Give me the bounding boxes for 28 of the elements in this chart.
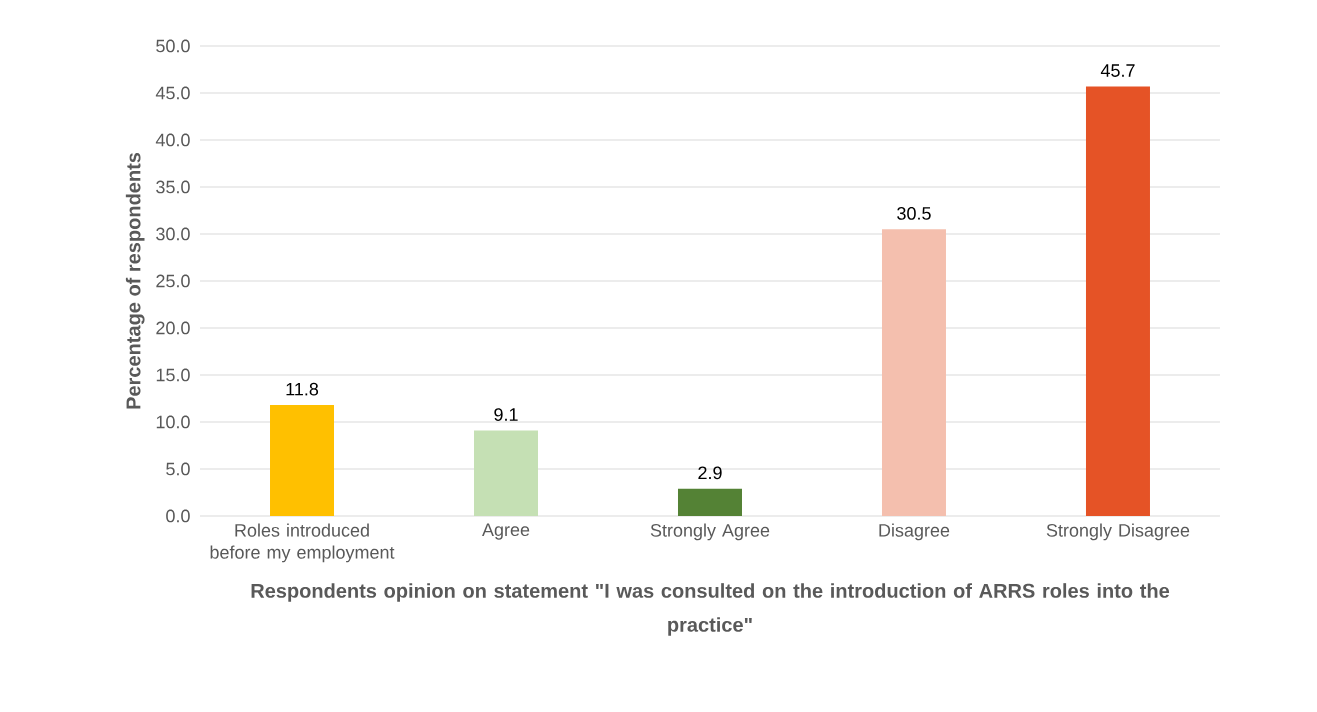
y-tick-label: 0.0 — [166, 509, 190, 523]
bar — [270, 405, 335, 516]
y-tick-label: 10.0 — [156, 415, 190, 429]
data-label: 9.1 — [494, 408, 518, 421]
y-tick-label: 30.0 — [156, 227, 190, 241]
x-tick-label: Roles introduced before my employment — [210, 523, 395, 563]
y-tick-label: 40.0 — [155, 133, 190, 147]
x-tick-label: Agree — [482, 523, 530, 540]
y-tick-label: 20.0 — [156, 321, 190, 335]
y-tick-label: 50.0 — [156, 39, 190, 53]
bar — [677, 488, 742, 516]
y-tick-label: 25.0 — [156, 274, 190, 288]
y-tick-label: 45.0 — [155, 86, 190, 100]
data-label: 30.5 — [897, 207, 931, 220]
y-axis-title: Percentage of respondents — [125, 152, 145, 409]
data-label: 45.7 — [1100, 64, 1135, 77]
bar — [1085, 86, 1150, 516]
y-tick-label: 35.0 — [156, 180, 190, 194]
x-axis-title: Respondents opinion on statement "I was consulted on the introduction of ARRS roles into the practice" — [251, 583, 1170, 636]
bar — [474, 430, 538, 516]
bar — [881, 229, 946, 516]
data-label: 2.9 — [698, 466, 722, 480]
x-tick-label: Disagree — [879, 523, 950, 541]
x-tick-label: Strongly Agree — [650, 523, 770, 541]
y-tick-label: 5.0 — [166, 462, 190, 476]
y-tick-label: 15.0 — [156, 368, 190, 382]
data-label: 11.8 — [286, 382, 319, 396]
x-tick-label: Strongly Disagree — [1046, 523, 1190, 541]
